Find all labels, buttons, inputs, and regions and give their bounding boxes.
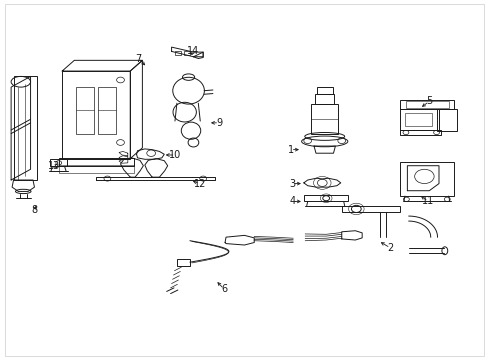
Bar — [59, 158, 134, 166]
Bar — [405, 102, 448, 108]
Text: 11: 11 — [421, 197, 433, 206]
Text: 8: 8 — [31, 205, 37, 215]
Text: 10: 10 — [169, 150, 181, 160]
Text: 4: 4 — [288, 197, 295, 206]
Bar — [314, 94, 334, 104]
Bar — [310, 104, 338, 134]
Text: 13: 13 — [48, 161, 60, 171]
Bar — [341, 206, 399, 212]
Text: 3: 3 — [288, 179, 295, 189]
Text: 12: 12 — [193, 179, 205, 189]
Bar — [14, 76, 37, 180]
Text: 7: 7 — [135, 54, 142, 64]
Bar — [399, 109, 438, 130]
Bar — [404, 113, 431, 126]
Bar — [436, 109, 456, 131]
Bar — [59, 165, 134, 173]
Text: 2: 2 — [386, 243, 393, 253]
Bar — [399, 100, 453, 109]
Bar — [183, 51, 189, 55]
Text: 14: 14 — [187, 46, 199, 57]
Bar — [98, 87, 116, 134]
Bar — [316, 87, 332, 94]
Bar — [62, 71, 130, 158]
Text: 6: 6 — [221, 284, 227, 294]
Text: 9: 9 — [216, 118, 222, 128]
Bar — [399, 162, 453, 196]
Text: 1: 1 — [287, 145, 293, 155]
Bar — [399, 130, 441, 135]
Text: 5: 5 — [425, 96, 431, 107]
Bar — [303, 195, 347, 202]
Bar — [76, 87, 94, 134]
Bar — [177, 258, 189, 266]
Bar — [50, 159, 67, 166]
Bar — [175, 51, 181, 55]
